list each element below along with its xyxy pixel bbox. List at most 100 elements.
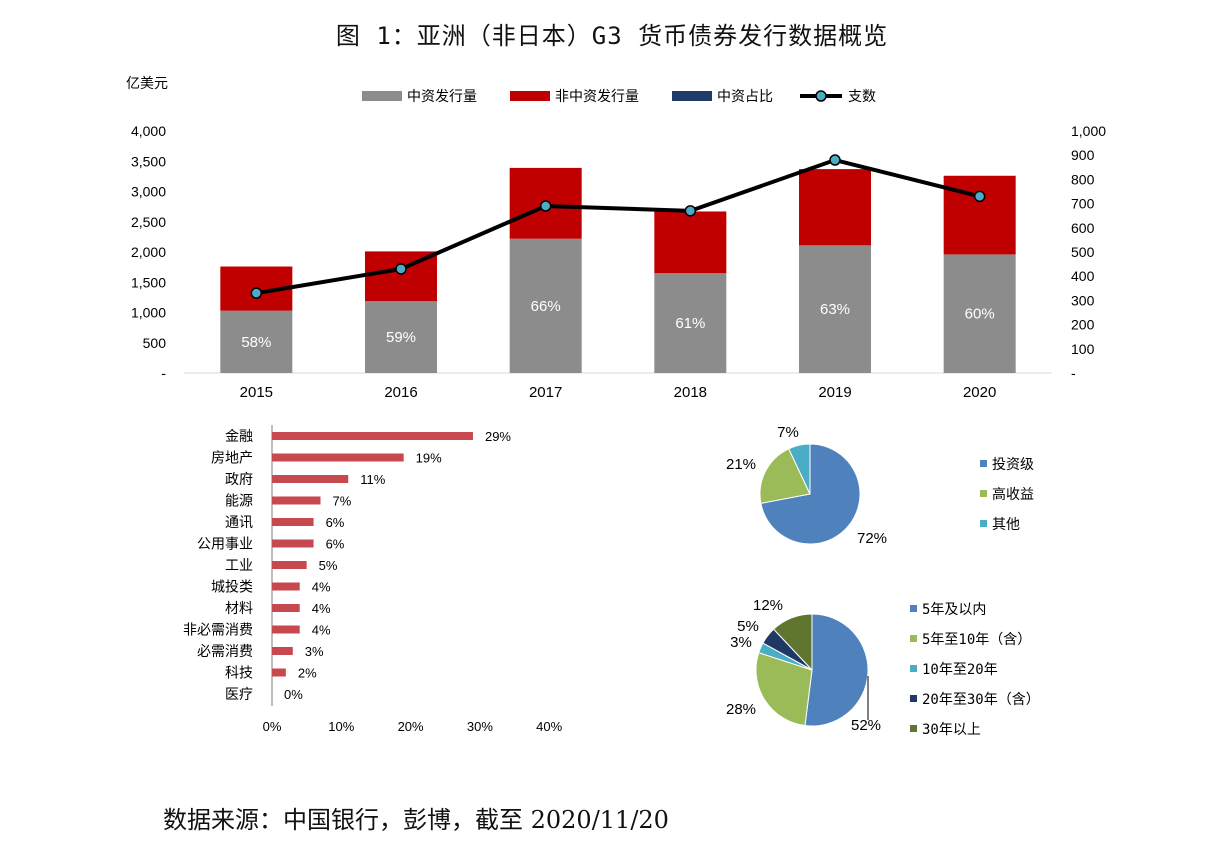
category-label: 材料 [225, 601, 253, 617]
category-label: 能源 [225, 494, 253, 510]
legend-swatch [910, 665, 917, 672]
legend-label: 10年至20年 [922, 662, 998, 678]
category-label: 工业 [225, 558, 253, 574]
legend-label: 中资占比 [717, 89, 773, 105]
industry-bar [272, 518, 314, 526]
legend-swatch-share [672, 91, 712, 101]
industry-bar [272, 647, 293, 655]
industry-bar [272, 453, 404, 462]
y2-tick-label: 100 [1071, 341, 1095, 357]
count-point [395, 263, 407, 275]
bar-china [654, 273, 727, 373]
legend-swatch [980, 520, 987, 527]
bar-non-china [654, 211, 727, 274]
legend-label: 30年以上 [922, 722, 981, 738]
x-tick-label: 2020 [963, 384, 996, 401]
x-tick-label: 20% [398, 719, 424, 734]
category-label: 非必需消费 [183, 623, 253, 639]
bar-china [365, 301, 437, 373]
legend-label: 5年至10年（含） [922, 632, 1031, 648]
y2-tick-label: 900 [1071, 147, 1095, 163]
value-label: 6% [326, 515, 345, 530]
legend-swatch [910, 695, 917, 702]
industry-bar [272, 496, 321, 505]
y2-tick-label: - [1071, 365, 1076, 381]
x-tick-label: 2015 [240, 384, 273, 401]
legend-swatch [980, 490, 987, 497]
legend-label: 投资级 [992, 457, 1034, 473]
figure-title: 图 1：亚洲（非日本）G3 货币债券发行数据概览 [335, 22, 889, 50]
industry-bar [272, 582, 300, 591]
category-label: 城投类 [211, 580, 253, 596]
category-label: 必需消费 [197, 644, 253, 660]
category-label: 政府 [225, 472, 253, 488]
tenor-pie-chart: 52% 28% 3%5% 12% 5年及以内 5年至10年（含） 10年至20年 20年至30… [726, 597, 1040, 738]
china-share-label: 59% [386, 329, 416, 346]
legend-label: 其他 [992, 517, 1020, 533]
value-label: 7% [333, 494, 352, 509]
y-tick-label: 1,500 [131, 274, 166, 290]
legend-label: 5年及以内 [922, 602, 986, 618]
category-label: 房地产 [211, 451, 253, 467]
value-label: 4% [312, 623, 331, 638]
bar-china [220, 310, 293, 373]
count-point [829, 154, 841, 166]
combo-chart: 亿美元 - 500 1,000 1,500 2,000 2,500 3,000 3,500 4,0… [126, 76, 1106, 401]
legend-swatch [980, 460, 987, 467]
y-tick-label: 2,000 [131, 244, 166, 260]
bar-china [509, 238, 582, 373]
y2-tick-label: 200 [1071, 317, 1095, 333]
count-line [256, 157, 981, 296]
y2-tick-label: 600 [1071, 220, 1095, 236]
value-label: 2% [298, 666, 317, 681]
y-tick-label: 4,000 [131, 123, 166, 139]
x-tick-label: 2017 [529, 384, 562, 401]
china-share-label: 66% [531, 298, 561, 315]
bar-non-china [799, 169, 871, 246]
y2-tick-label: 500 [1071, 244, 1095, 260]
y-tick-label: 2,500 [131, 214, 166, 230]
industry-bar [272, 475, 349, 483]
pie-slice [759, 448, 811, 504]
legend-swatch-china [362, 91, 402, 101]
y-axis-unit-label: 亿美元 [126, 76, 168, 92]
value-label: 6% [326, 537, 345, 552]
value-label: 4% [312, 580, 331, 595]
y2-tick-label: 800 [1071, 171, 1095, 187]
count-point [250, 287, 263, 299]
value-label: 29% [485, 429, 511, 444]
value-label: 4% [312, 601, 331, 616]
category-label: 金融 [225, 429, 253, 445]
x-tick-label: 2019 [818, 384, 851, 401]
slice-label: 3% [730, 634, 752, 651]
china-share-label: 60% [965, 306, 995, 323]
pie-slice [804, 613, 869, 727]
slice-label: 5% [737, 618, 759, 635]
slice-label: 28% [726, 701, 756, 718]
y-tick-label: 3,500 [131, 153, 166, 169]
legend-swatch-non-china [510, 91, 550, 101]
legend-marker-count [815, 90, 827, 102]
pie-slice [772, 613, 813, 672]
industry-bar [272, 432, 473, 440]
y-tick-label: 3,000 [131, 184, 166, 200]
legend-label: 支数 [848, 89, 876, 105]
count-point [539, 200, 552, 212]
source-note: 数据来源：中国银行，彭博，截至 2020/11/20 [163, 806, 669, 834]
legend-swatch [910, 725, 917, 732]
x-tick-label: 2016 [384, 384, 417, 401]
value-label: 5% [319, 558, 338, 573]
legend-swatch [910, 635, 917, 642]
industry-bar [272, 625, 300, 634]
industry-bar [272, 668, 286, 677]
category-label: 通讯 [225, 515, 253, 531]
slice-label: 7% [777, 424, 799, 441]
slice-label: 21% [726, 456, 756, 473]
legend-label: 高收益 [992, 486, 1034, 503]
value-label: 19% [416, 451, 442, 466]
pie-slice [788, 443, 811, 495]
y2-tick-label: 700 [1071, 196, 1095, 212]
x-tick-label: 10% [328, 719, 354, 734]
legend-label: 非中资发行量 [555, 89, 639, 105]
